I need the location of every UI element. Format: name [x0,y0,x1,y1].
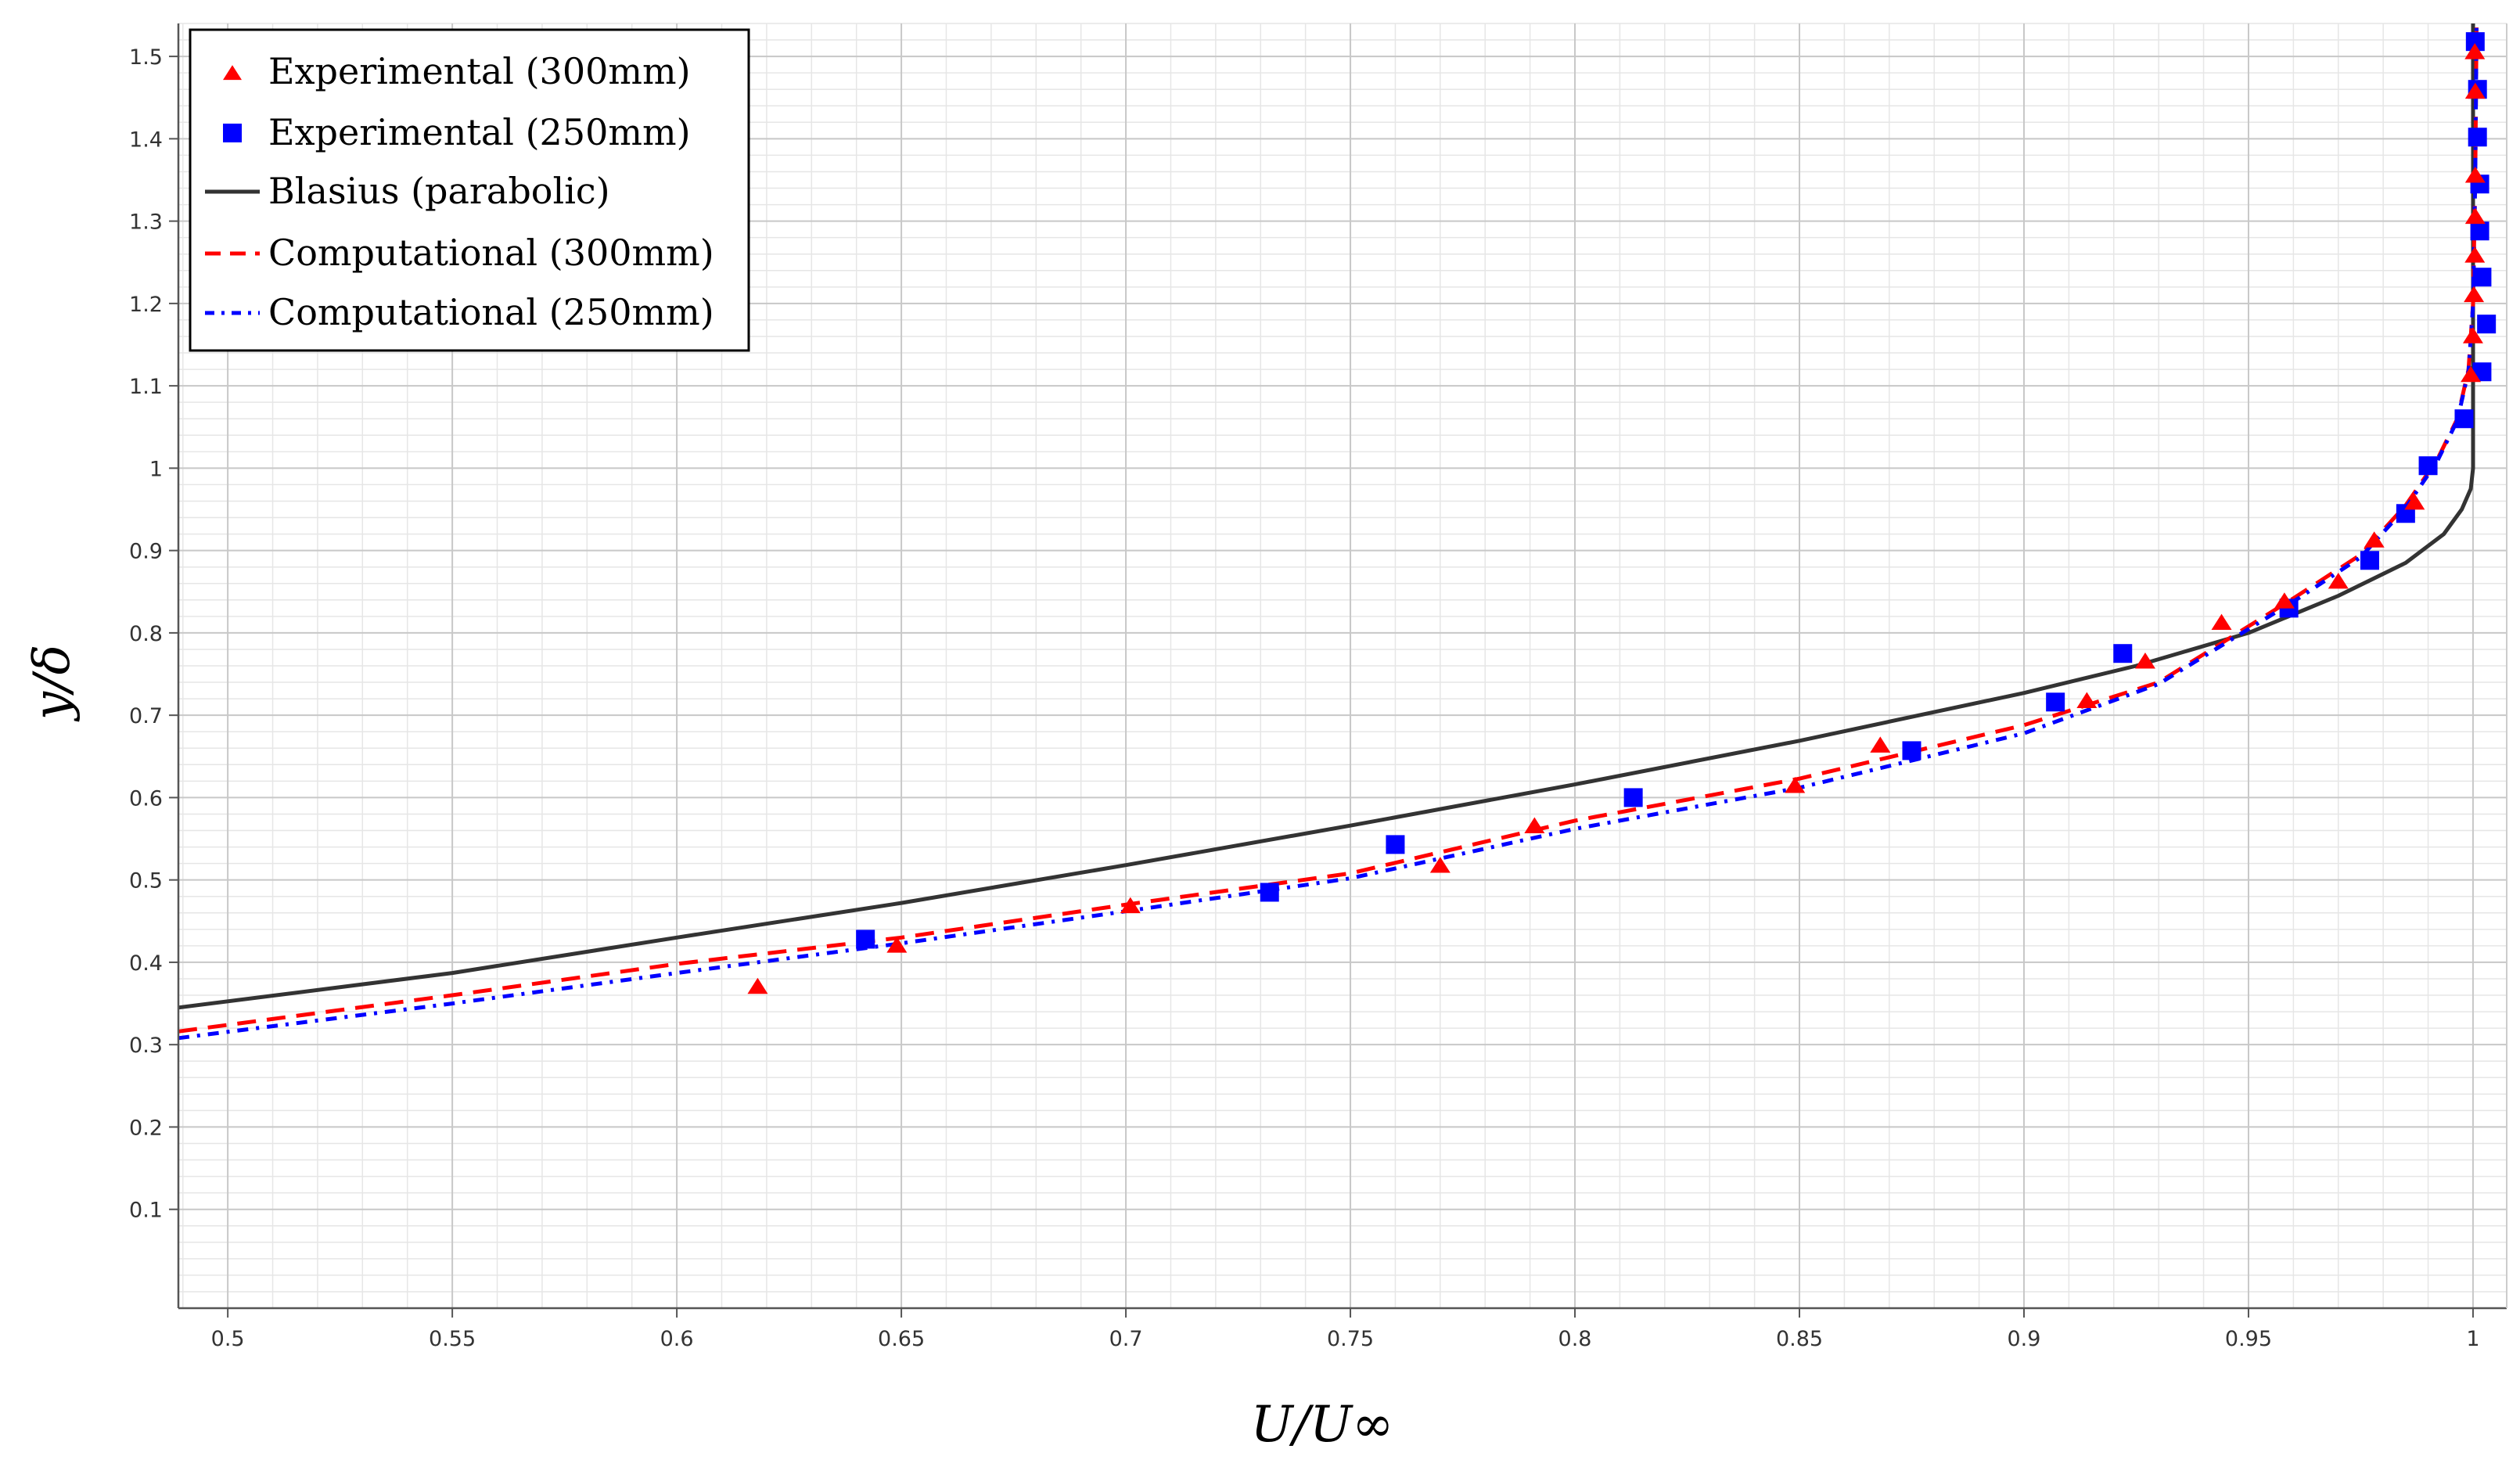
x-tick-label: 1 [2466,1327,2479,1351]
data-point-triangle [1785,776,1806,793]
data-point-triangle [2134,653,2155,669]
legend-label: Computational (300mm) [268,232,714,274]
legend-box [189,28,750,352]
data-point-triangle [2464,246,2486,263]
markers-layer [747,32,2497,994]
y-tick-label: 1.5 [129,45,163,70]
data-point-square [2113,644,2133,663]
data-point-square [2468,128,2487,147]
x-tick-label: 0.55 [429,1327,476,1351]
y-tick-label: 0.3 [129,1034,163,1058]
data-point-square [2472,268,2492,287]
y-tick-label: 1.1 [129,375,163,399]
data-point-triangle [1524,817,1545,834]
data-point-triangle [1429,857,1451,873]
legend-label: Blasius (parabolic) [268,170,610,212]
x-tick-label: 0.8 [1558,1327,1592,1351]
data-point-triangle [2464,207,2486,225]
y-tick-label: 0.5 [129,869,163,894]
legend-entry: Experimental (300mm) [223,50,691,92]
data-point-square [2418,456,2438,476]
data-point-square [1902,741,1921,760]
y-tick-label: 0.8 [129,622,163,646]
legend-symbol-square [223,124,242,142]
data-point-triangle [2211,613,2232,631]
x-tick-label: 0.95 [2225,1327,2272,1351]
data-point-square [2046,692,2065,712]
legend-entry: Blasius (parabolic) [205,170,610,212]
legend-label: Computational (250mm) [268,291,714,333]
x-tick-label: 0.6 [660,1327,694,1351]
data-point-triangle [2464,43,2486,59]
y-axis-title: y/δ [23,645,81,722]
data-point-square [2477,315,2497,334]
y-tick-label: 0.9 [129,540,163,564]
y-tick-label: 0.4 [129,951,163,976]
data-point-triangle [2404,493,2425,510]
axes [177,23,2507,1310]
legend: Experimental (300mm) Experimental (250mm)… [189,28,750,352]
series-line-2 [178,23,2475,1010]
y-tick-label: 0.2 [129,1116,163,1140]
data-point-square [1623,788,1643,807]
data-point-triangle [2464,167,2486,183]
legend-symbol-triangle [223,65,242,81]
x-tick-label: 0.65 [878,1327,925,1351]
legend-label: Experimental (300mm) [268,50,691,92]
data-point-triangle [2364,531,2385,548]
x-tick-label: 0.75 [1327,1327,1374,1351]
x-axis-title: U/U∞ [1251,1396,1394,1454]
data-point-triangle [2464,286,2485,303]
data-point-square [1386,835,1405,854]
y-tick-labels: 0.1 0.2 0.3 0.4 0.5 0.6 0.7 0.8 0.9 1 1.1 1.2 1.3 1.4… [129,45,163,1223]
y-tick-label: 0.1 [129,1199,163,1223]
data-point-triangle [2462,327,2483,343]
data-point-triangle [2464,82,2486,99]
x-tick-label: 0.7 [1109,1327,1143,1351]
data-point-square [1260,883,1279,902]
y-tick-label: 1 [149,457,163,481]
x-tick-label: 0.9 [2008,1327,2041,1351]
data-point-triangle [2461,365,2482,383]
data-point-square [856,929,875,949]
legend-entry: Computational (250mm) [205,291,714,333]
x-tick-label: 0.5 [211,1327,245,1351]
y-tick-label: 0.6 [129,786,163,811]
data-point-square [2360,551,2379,570]
data-point-triangle [2274,592,2295,609]
legend-label: Experimental (250mm) [268,111,691,153]
data-point-triangle [1120,897,1141,914]
legend-entry: Computational (300mm) [205,232,714,274]
data-point-triangle [886,937,908,953]
data-point-triangle [1870,736,1891,753]
legend-entry: Experimental (250mm) [223,111,691,153]
data-point-square [2470,221,2489,241]
y-tick-label: 0.7 [129,704,163,728]
x-tick-labels: 0.5 0.55 0.6 0.65 0.7 0.75 0.8 0.85 0.9 0.95 1 [211,1327,2480,1351]
data-point-triangle [747,977,768,994]
data-point-square [2454,409,2474,429]
data-point-triangle [2328,572,2349,589]
y-tick-label: 1.4 [129,128,163,152]
y-tick-label: 1.3 [129,210,163,235]
data-point-triangle [2076,692,2098,709]
y-tick-label: 1.2 [129,293,163,317]
x-tick-label: 0.85 [1776,1327,1823,1351]
